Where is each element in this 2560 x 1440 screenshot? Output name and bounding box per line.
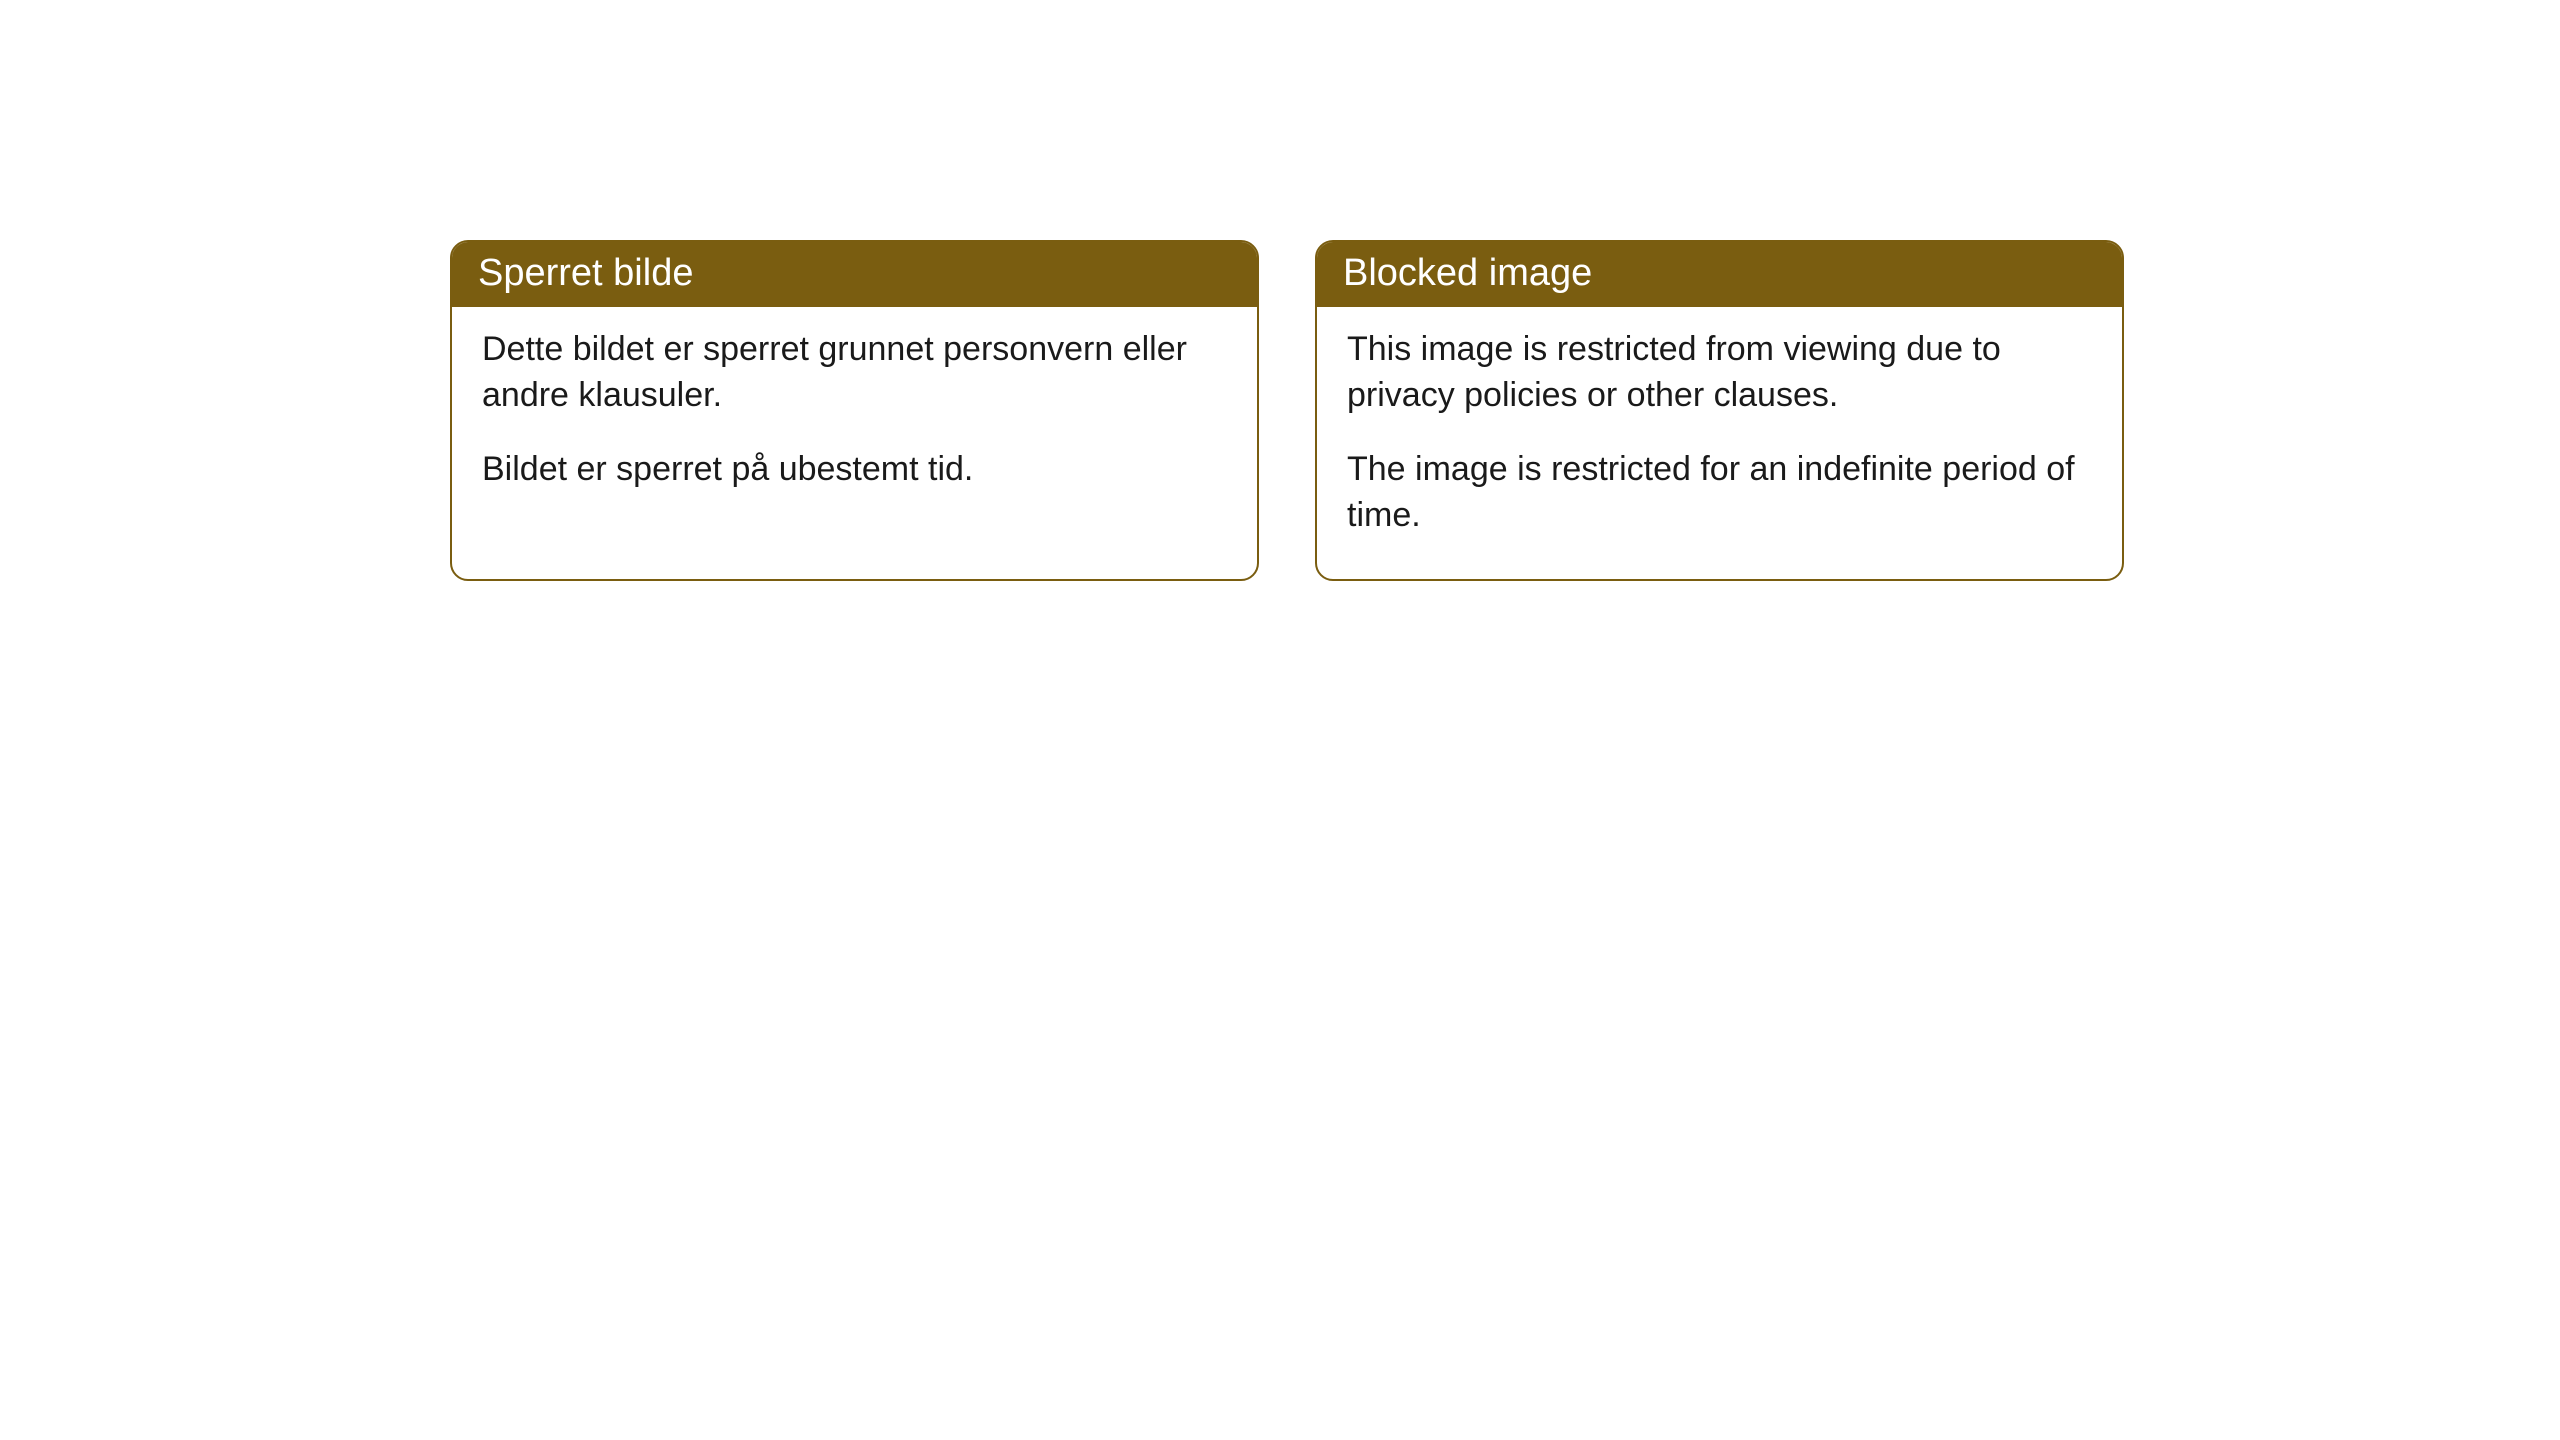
card-paragraph: Bildet er sperret på ubestemt tid. [482, 447, 1227, 493]
card-title: Blocked image [1343, 252, 1592, 294]
notice-card-norwegian: Sperret bilde Dette bildet er sperret gr… [450, 240, 1259, 581]
notice-cards-container: Sperret bilde Dette bildet er sperret gr… [450, 240, 2124, 581]
card-paragraph: The image is restricted for an indefinit… [1347, 447, 2092, 539]
card-header: Blocked image [1317, 242, 2122, 307]
card-paragraph: This image is restricted from viewing du… [1347, 327, 2092, 419]
notice-card-english: Blocked image This image is restricted f… [1315, 240, 2124, 581]
card-paragraph: Dette bildet er sperret grunnet personve… [482, 327, 1227, 419]
card-title: Sperret bilde [478, 252, 693, 294]
card-body: Dette bildet er sperret grunnet personve… [452, 307, 1257, 533]
card-header: Sperret bilde [452, 242, 1257, 307]
card-body: This image is restricted from viewing du… [1317, 307, 2122, 579]
